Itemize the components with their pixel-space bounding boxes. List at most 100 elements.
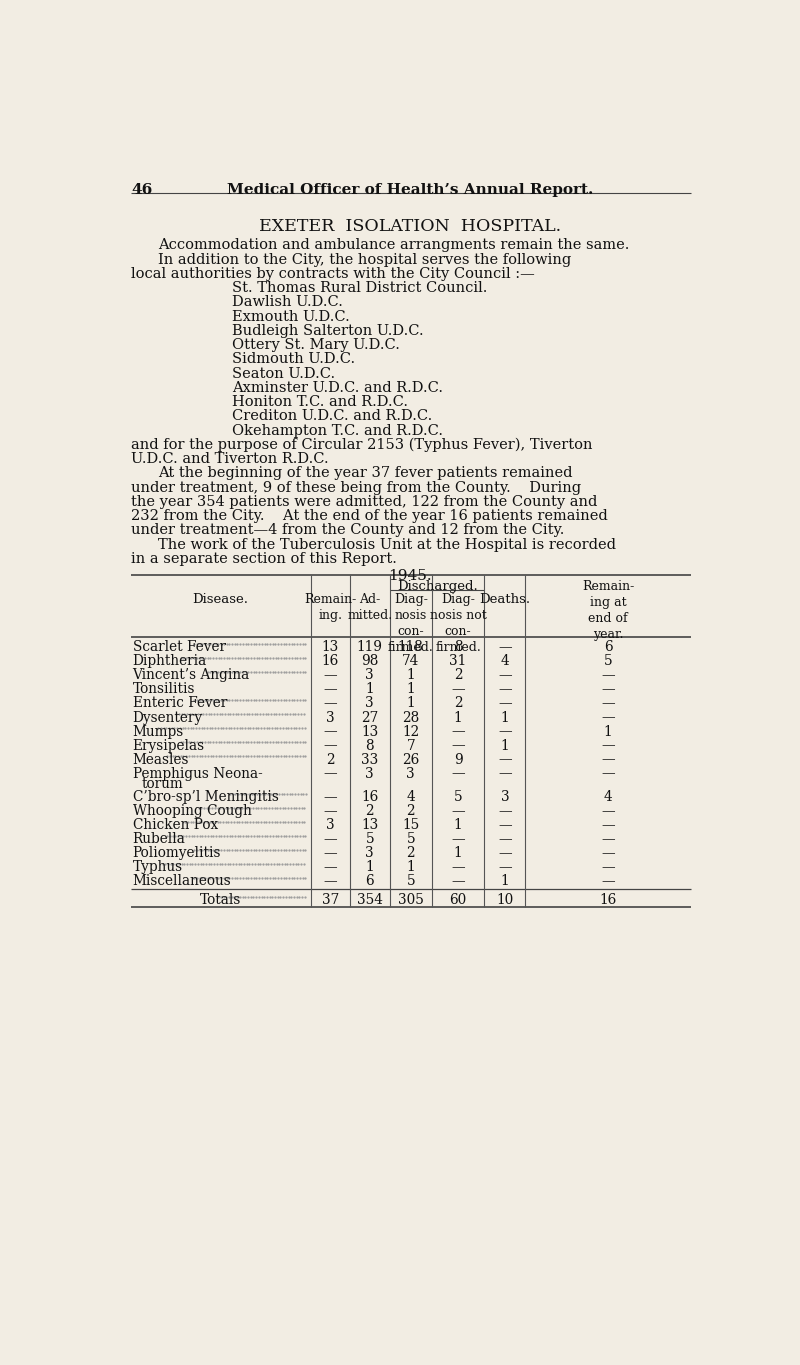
Text: —: — [602,833,615,846]
Text: Rubella: Rubella [133,833,186,846]
Text: 2: 2 [366,804,374,819]
Text: 8: 8 [454,640,462,654]
Text: 3: 3 [366,846,374,860]
Text: 31: 31 [450,654,466,669]
Text: —: — [323,696,337,711]
Text: 8: 8 [366,738,374,752]
Text: 5: 5 [604,654,612,669]
Text: The work of the Tuberculosis Unit at the Hospital is recorded: The work of the Tuberculosis Unit at the… [158,538,616,551]
Text: 1945.: 1945. [388,569,432,583]
Text: 60: 60 [450,893,466,908]
Text: Diag-
nosis
con-
firmed.: Diag- nosis con- firmed. [388,592,434,654]
Text: —: — [498,682,512,696]
Text: in a separate section of this Report.: in a separate section of this Report. [131,551,397,566]
Text: —: — [498,804,512,819]
Text: —: — [498,860,512,875]
Text: At the beginning of the year 37 fever patients remained: At the beginning of the year 37 fever pa… [158,467,573,480]
Text: 15: 15 [402,819,419,833]
Text: —: — [451,804,465,819]
Text: —: — [323,725,337,738]
Text: 4: 4 [501,654,510,669]
Text: Diphtheria: Diphtheria [133,654,206,669]
Text: —: — [323,669,337,682]
Text: 10: 10 [496,893,514,908]
Text: Budleigh Salterton U.D.C.: Budleigh Salterton U.D.C. [232,324,423,339]
Text: —: — [498,833,512,846]
Text: —: — [323,738,337,752]
Text: 16: 16 [322,654,339,669]
Text: 1: 1 [406,682,415,696]
Text: —: — [323,804,337,819]
Text: 74: 74 [402,654,419,669]
Text: —: — [323,860,337,875]
Text: 5: 5 [366,833,374,846]
Text: 16: 16 [599,893,617,908]
Text: —: — [323,833,337,846]
Text: Sidmouth U.D.C.: Sidmouth U.D.C. [232,352,355,366]
Text: and for the purpose of Circular 2153 (Typhus Fever), Tiverton: and for the purpose of Circular 2153 (Ty… [131,438,593,452]
Text: 1: 1 [501,875,510,889]
Text: Deaths.: Deaths. [479,592,530,606]
Text: —: — [498,767,512,781]
Text: In addition to the City, the hospital serves the following: In addition to the City, the hospital se… [158,253,571,266]
Text: 5: 5 [454,790,462,804]
Text: 1: 1 [406,696,415,711]
Text: —: — [323,767,337,781]
Text: Remain-
ing.: Remain- ing. [304,592,356,621]
Text: 16: 16 [361,790,378,804]
Text: 1: 1 [406,860,415,875]
Text: —: — [602,819,615,833]
Text: Honiton T.C. and R.D.C.: Honiton T.C. and R.D.C. [232,396,408,410]
Text: 1: 1 [366,682,374,696]
Text: EXETER  ISOLATION  HOSPITAL.: EXETER ISOLATION HOSPITAL. [259,217,561,235]
Text: 4: 4 [604,790,612,804]
Text: 28: 28 [402,711,419,725]
Text: local authorities by contracts with the City Council :—: local authorities by contracts with the … [131,268,534,281]
Text: Diag-
nosis not
con-
firmed.: Diag- nosis not con- firmed. [430,592,486,654]
Text: —: — [498,640,512,654]
Text: 46: 46 [131,183,152,197]
Text: Medical Officer of Health’s Annual Report.: Medical Officer of Health’s Annual Repor… [227,183,593,197]
Text: under treatment, 9 of these being from the County.    During: under treatment, 9 of these being from t… [131,480,581,494]
Text: 1: 1 [501,738,510,752]
Text: Remain-
ing at
end of
year.: Remain- ing at end of year. [582,580,634,642]
Text: 119: 119 [357,640,382,654]
Text: 305: 305 [398,893,424,908]
Text: 3: 3 [501,790,510,804]
Text: —: — [602,846,615,860]
Text: 13: 13 [361,819,378,833]
Text: —: — [451,682,465,696]
Text: —: — [498,696,512,711]
Text: 2: 2 [406,804,415,819]
Text: —: — [323,790,337,804]
Text: 2: 2 [454,669,462,682]
Text: 37: 37 [322,893,339,908]
Text: 7: 7 [406,738,415,752]
Text: Dawlish U.D.C.: Dawlish U.D.C. [232,295,342,310]
Text: 2: 2 [406,846,415,860]
Text: 232 from the City.    At the end of the year 16 patients remained: 232 from the City. At the end of the yea… [131,509,608,523]
Text: 118: 118 [398,640,424,654]
Text: —: — [602,669,615,682]
Text: 3: 3 [366,767,374,781]
Text: —: — [451,725,465,738]
Text: —: — [602,767,615,781]
Text: 2: 2 [326,752,334,767]
Text: Accommodation and ambulance arrangments remain the same.: Accommodation and ambulance arrangments … [158,239,630,253]
Text: —: — [451,767,465,781]
Text: 1: 1 [454,711,462,725]
Text: —: — [323,846,337,860]
Text: 33: 33 [361,752,378,767]
Text: 1: 1 [454,846,462,860]
Text: —: — [498,725,512,738]
Text: 3: 3 [326,711,334,725]
Text: Seaton U.D.C.: Seaton U.D.C. [232,367,335,381]
Text: 13: 13 [322,640,339,654]
Text: the year 354 patients were admitted, 122 from the County and: the year 354 patients were admitted, 122… [131,495,598,509]
Text: Whooping Cough: Whooping Cough [133,804,251,819]
Text: 98: 98 [361,654,378,669]
Text: 4: 4 [406,790,415,804]
Text: —: — [498,846,512,860]
Text: 5: 5 [406,875,415,889]
Text: Scarlet Fever: Scarlet Fever [133,640,226,654]
